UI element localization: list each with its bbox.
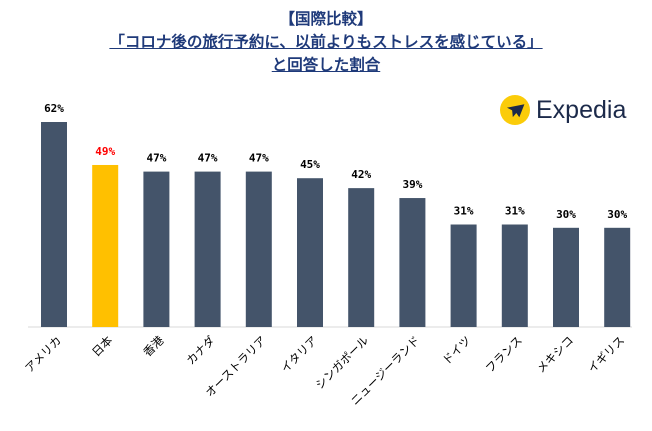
bar-1 — [92, 164, 119, 327]
category-label-3: カナダ — [183, 333, 218, 368]
logo-text: Expedia — [536, 95, 627, 124]
value-label-3: 47% — [198, 152, 218, 165]
value-label-5: 45% — [300, 158, 320, 171]
value-label-1: 49% — [95, 145, 115, 158]
chart-title: 【国際比較】 「コロナ後の旅行予約に、以前よりもストレスを感じている」 と回答し… — [0, 8, 652, 77]
bar-11 — [604, 227, 631, 327]
value-label-11: 30% — [607, 208, 627, 221]
category-label-11: イギリス — [585, 333, 627, 375]
category-label-5: イタリア — [278, 333, 320, 375]
value-label-9: 31% — [505, 205, 525, 218]
category-label-0: アメリカ — [22, 333, 64, 375]
bar-0 — [41, 122, 67, 327]
value-label-6: 42% — [351, 168, 371, 181]
value-label-10: 30% — [556, 208, 576, 221]
category-label-1: 日本 — [89, 333, 116, 360]
expedia-logo: Expedia — [500, 94, 626, 126]
value-label-0: 62% — [44, 102, 64, 115]
category-label-9: フランス — [483, 333, 525, 375]
title-line-2: 「コロナ後の旅行予約に、以前よりもストレスを感じている」 — [109, 33, 543, 51]
title-line-1: 【国際比較】 — [279, 10, 373, 28]
bar-5 — [297, 178, 323, 327]
bar-6 — [348, 188, 375, 327]
bar-8 — [450, 224, 477, 327]
category-label-10: メキシコ — [534, 333, 576, 375]
category-label-8: ドイツ — [439, 333, 473, 367]
value-label-4: 47% — [249, 152, 269, 165]
bar-3 — [194, 171, 221, 327]
bar-4 — [245, 171, 272, 327]
bar-10 — [553, 227, 579, 327]
bar-2 — [143, 171, 170, 327]
value-label-7: 39% — [402, 178, 422, 191]
title-line-3: と回答した割合 — [271, 56, 381, 74]
airplane-icon — [500, 95, 530, 125]
category-label-2: 香港 — [140, 333, 167, 360]
bar-9 — [501, 224, 528, 327]
bar-7 — [399, 198, 426, 327]
value-label-2: 47% — [146, 152, 166, 165]
value-label-8: 31% — [454, 205, 474, 218]
